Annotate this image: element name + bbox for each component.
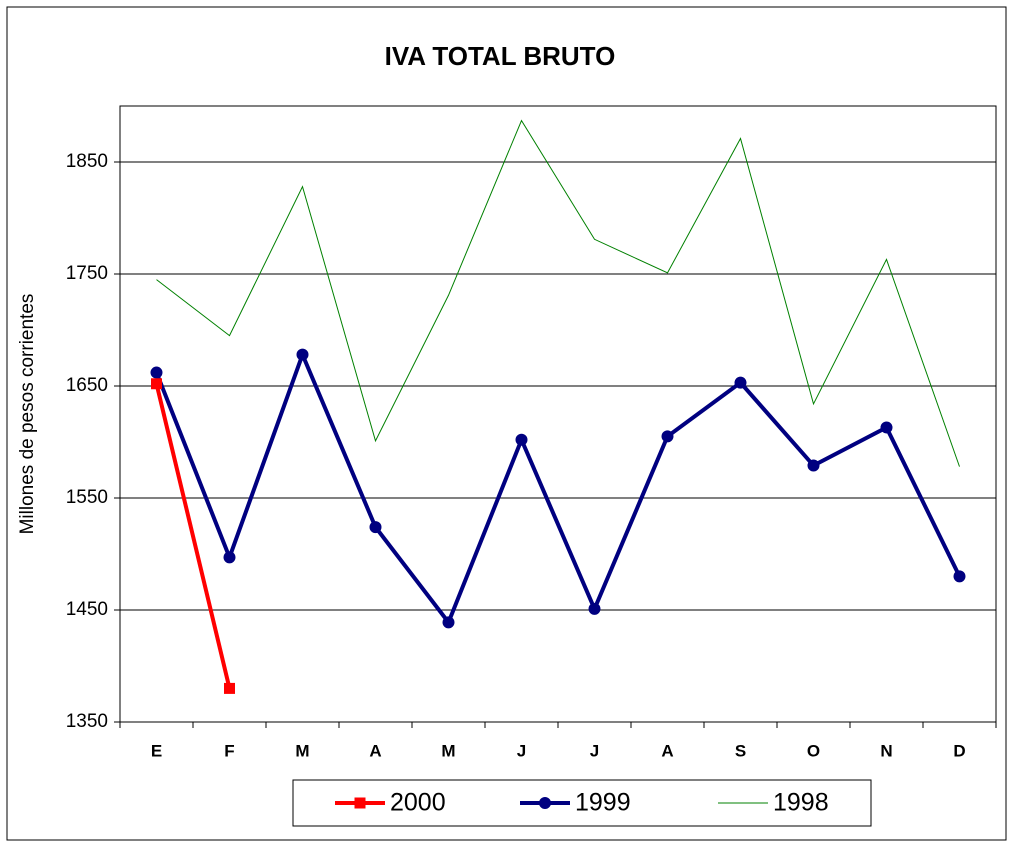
series-line — [156, 119, 960, 467]
plot-area — [119, 105, 997, 723]
y-tick-label: 1450 — [66, 599, 108, 620]
legend-marker — [539, 797, 551, 809]
y-tick-label: 1850 — [66, 151, 108, 172]
data-point — [588, 602, 601, 615]
data-point — [880, 421, 893, 434]
legend-marker — [354, 797, 366, 809]
chart-title: IVA TOTAL BRUTO — [385, 41, 616, 71]
data-point — [661, 430, 674, 443]
data-point — [150, 366, 163, 379]
data-point — [953, 570, 966, 583]
data-point — [224, 682, 235, 694]
data-point — [369, 521, 382, 534]
x-tick-label: S — [735, 741, 746, 760]
x-tick-label: D — [953, 741, 965, 760]
y-tick-label: 1650 — [66, 375, 108, 396]
x-tick-label: M — [441, 741, 455, 760]
data-point — [223, 551, 236, 564]
legend-box — [292, 779, 872, 827]
data-point — [807, 459, 820, 472]
y-axis-label: Millones de pesos corrientes — [17, 294, 38, 535]
series-line — [154, 383, 232, 689]
x-tick-label: A — [661, 741, 673, 760]
series-line — [154, 349, 962, 627]
x-tick-label: F — [224, 741, 234, 760]
legend-label: 1998 — [773, 789, 829, 817]
data-point — [442, 616, 455, 629]
x-tick-label: M — [295, 741, 309, 760]
y-tick-label: 1550 — [66, 487, 108, 508]
y-tick-label: 1750 — [66, 263, 108, 284]
x-tick-label: J — [590, 741, 599, 760]
data-point — [734, 376, 747, 389]
x-tick-label: J — [517, 741, 526, 760]
y-tick-label: 1350 — [66, 711, 108, 732]
x-tick-label: A — [369, 741, 381, 760]
x-tick-label: N — [880, 741, 892, 760]
data-point — [151, 378, 162, 390]
x-tick-label: E — [151, 741, 162, 760]
data-point — [515, 433, 528, 446]
data-point — [296, 348, 309, 361]
legend-label: 2000 — [390, 789, 446, 817]
legend-label: 1999 — [575, 789, 631, 817]
x-tick-label: O — [807, 741, 820, 760]
